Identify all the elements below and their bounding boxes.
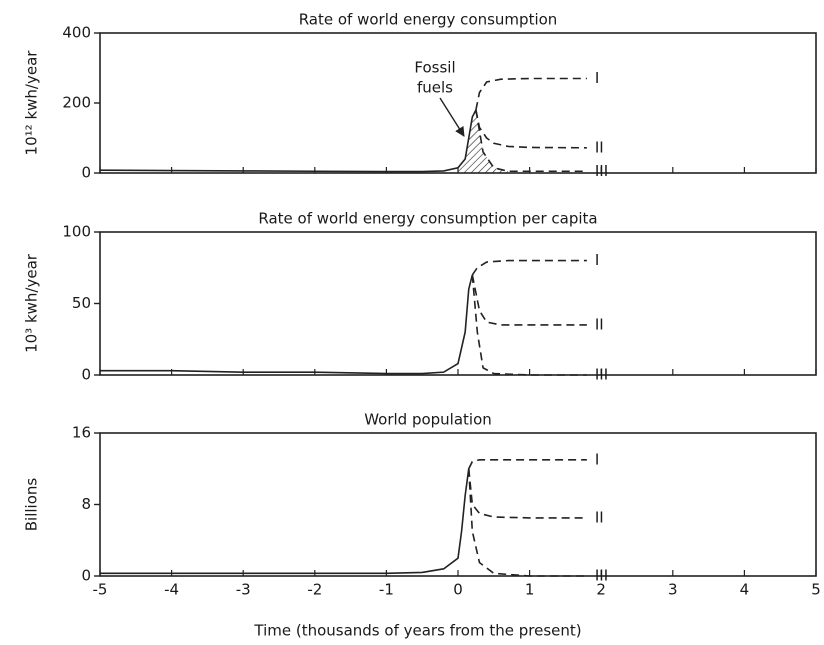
series-line: [100, 468, 470, 575]
y-tick-label: 0: [81, 164, 91, 182]
series-label: I: [595, 251, 599, 269]
y-axis-label: Billions: [23, 478, 41, 532]
series-line: [475, 109, 587, 173]
x-tick-label: 5: [811, 581, 821, 599]
y-tick-label: 400: [62, 24, 91, 42]
y-axis-label: 10³ kwh/year: [23, 253, 41, 353]
series-line: [471, 259, 587, 276]
series-line: [467, 468, 587, 519]
x-tick-label: 3: [668, 581, 678, 599]
series-label: III: [595, 162, 608, 180]
y-tick-label: 0: [81, 366, 91, 384]
plot-frame: [99, 231, 817, 376]
chart-title: World population: [364, 411, 492, 429]
series-label: II: [595, 138, 604, 156]
series-label: II: [595, 315, 604, 333]
x-tick-label: -2: [307, 581, 322, 599]
y-tick-label: 8: [81, 495, 91, 513]
annotation-arrow: [439, 97, 465, 137]
plot-frame: [99, 32, 817, 174]
fossil-hatch: [458, 110, 509, 173]
annotation: fuels: [417, 79, 453, 97]
series-line: [100, 274, 474, 375]
x-tick-label: -3: [236, 581, 251, 599]
series-line: [99, 109, 477, 173]
x-tick-label: 0: [453, 581, 463, 599]
x-tick-label: 4: [740, 581, 750, 599]
y-tick-label: 100: [62, 223, 91, 241]
series-line: [468, 459, 587, 470]
y-tick-label: 50: [72, 294, 91, 312]
series-line: [467, 468, 587, 577]
series-line: [471, 274, 587, 326]
x-axis-label: Time (thousands of years from the presen…: [253, 622, 581, 640]
x-tick-label: 1: [525, 581, 535, 599]
series-line: [475, 109, 587, 149]
series-line: [475, 77, 587, 111]
y-tick-label: 0: [81, 567, 91, 585]
x-tick-label: -4: [164, 581, 179, 599]
x-tick-label: -1: [379, 581, 394, 599]
y-axis-label: 10¹² kwh/year: [23, 50, 41, 156]
series-label: I: [595, 450, 599, 468]
series-label: III: [595, 366, 608, 384]
y-tick-label: 16: [72, 424, 91, 442]
x-tick-label: -5: [93, 581, 108, 599]
series-label: III: [595, 567, 608, 585]
chart-title: Rate of world energy consumption per cap…: [258, 210, 597, 228]
series-label: I: [595, 69, 599, 87]
annotation: Fossil: [414, 59, 455, 77]
y-tick-label: 200: [62, 94, 91, 112]
x-tick-label: 2: [596, 581, 606, 599]
series-label: II: [595, 508, 604, 526]
chart-title: Rate of world energy consumption: [299, 11, 558, 29]
